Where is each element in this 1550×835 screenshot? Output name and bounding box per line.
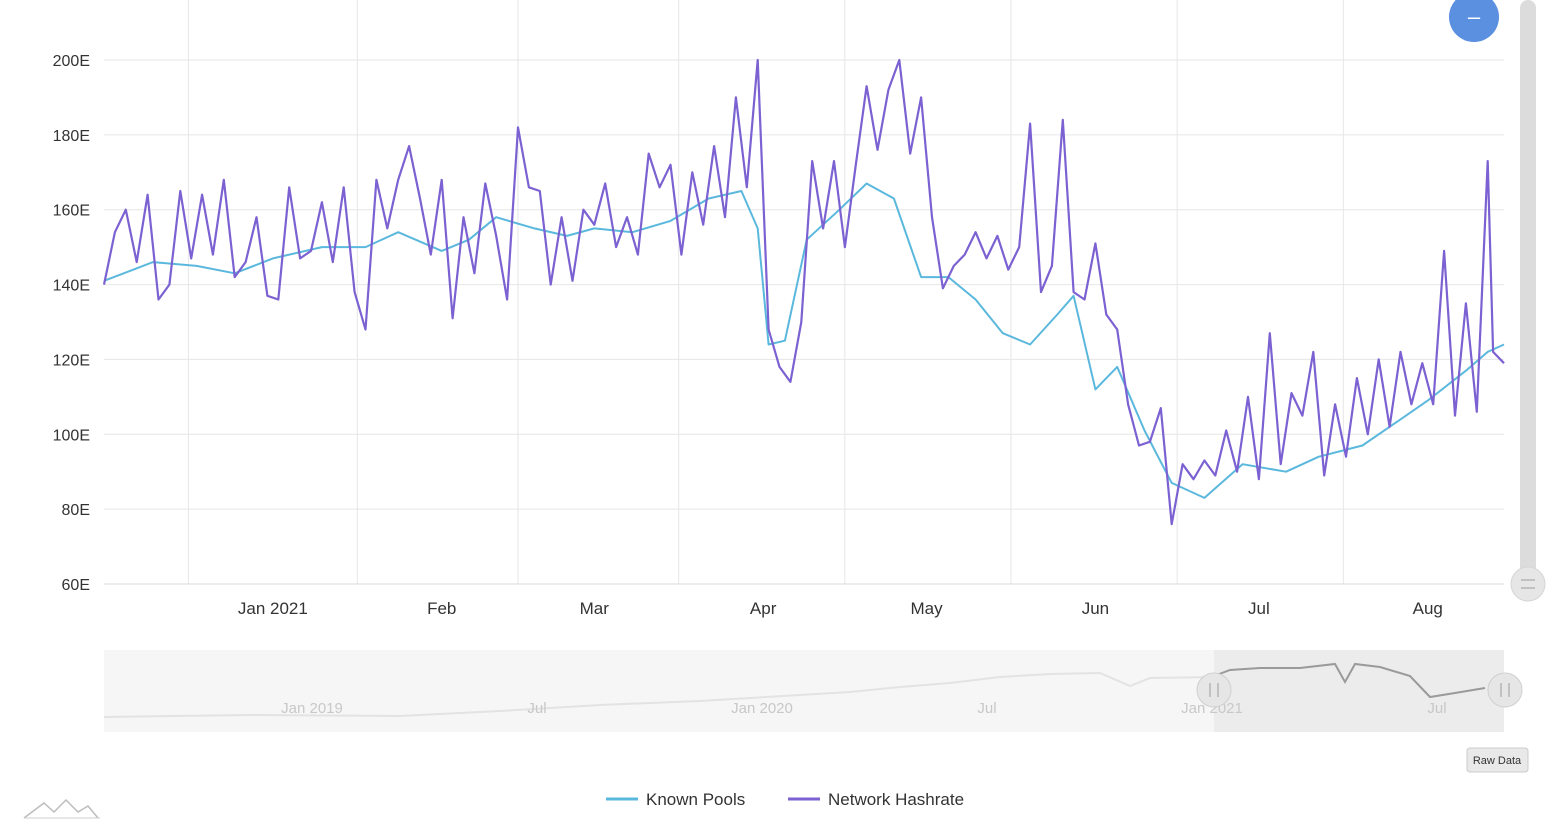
x-tick-label: May: [911, 599, 944, 618]
navigator-tick-label: Jan 2019: [281, 700, 343, 717]
vertical-scrollbar[interactable]: [1510, 0, 1546, 602]
x-tick-label: Aug: [1413, 599, 1443, 618]
navigator-left-handle[interactable]: [1196, 672, 1232, 708]
navigator-selected-range[interactable]: [1214, 650, 1504, 732]
series-line-network-hashrate[interactable]: [102, 58, 1505, 526]
navigator[interactable]: Jan 2019 Jul Jan 2020 Jul Jan 2021 Jul: [103, 650, 1523, 732]
y-tick-label: 100E: [53, 427, 90, 444]
vertical-scrollbar-bottom-handle[interactable]: [1510, 566, 1546, 602]
y-tick-label: 140E: [53, 278, 90, 295]
zoom-out-icon: –: [1468, 4, 1481, 29]
legend-item-known-pools[interactable]: Known Pools: [606, 790, 745, 809]
axis-layer: 60E 80E 100E 120E 140E 160E 180E 200E Jan 2021 Fe…: [53, 53, 1504, 618]
y-tick-label: 180E: [53, 128, 90, 145]
navigator-tick-label: Jan 2021: [1181, 700, 1243, 717]
navigator-overview-line: [103, 671, 1215, 718]
raw-data-button[interactable]: Raw Data: [1466, 747, 1529, 773]
y-tick-label: 200E: [53, 53, 90, 70]
navigator-ticks: Jan 2019 Jul Jan 2020 Jul Jan 2021 Jul: [281, 700, 1446, 717]
navigator-right-handle[interactable]: [1487, 672, 1523, 708]
x-tick-label: Mar: [580, 599, 610, 618]
legend: Known Pools Network Hashrate: [606, 790, 964, 809]
chart-logo-icon: [23, 798, 100, 819]
navigator-tick-label: Jul: [527, 700, 546, 717]
y-tick-label: 120E: [53, 352, 90, 369]
navigator-tick-label: Jul: [977, 700, 996, 717]
zoom-out-button[interactable]: –: [1449, 0, 1499, 42]
y-tick-label: 160E: [53, 203, 90, 220]
series-layer[interactable]: [102, 58, 1505, 526]
x-tick-label: Jul: [1248, 599, 1270, 618]
navigator-tick-label: Jul: [1427, 700, 1446, 717]
vertical-scrollbar-track[interactable]: [1520, 0, 1536, 584]
x-tick-label: Feb: [427, 599, 456, 618]
y-tick-label: 80E: [62, 502, 90, 519]
legend-item-network-hashrate[interactable]: Network Hashrate: [788, 790, 964, 809]
series-line-known-pools[interactable]: [103, 182, 1505, 499]
x-tick-label: Jun: [1082, 599, 1109, 618]
legend-label-network-hashrate: Network Hashrate: [828, 790, 964, 809]
navigator-selected-line: [1213, 662, 1486, 699]
raw-data-label: Raw Data: [1473, 755, 1522, 767]
legend-label-known-pools: Known Pools: [646, 790, 745, 809]
x-tick-label: Apr: [750, 599, 777, 618]
x-tick-label: Jan 2021: [238, 599, 308, 618]
y-tick-label: 60E: [62, 577, 90, 594]
navigator-tick-label: Jan 2020: [731, 700, 793, 717]
